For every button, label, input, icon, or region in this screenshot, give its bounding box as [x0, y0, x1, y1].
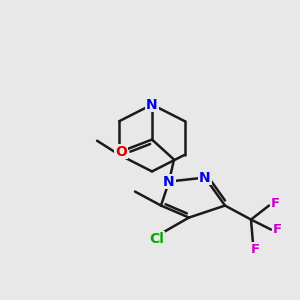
- Text: N: N: [163, 175, 175, 189]
- Text: Cl: Cl: [150, 232, 164, 246]
- Text: N: N: [199, 171, 211, 184]
- Text: F: F: [250, 243, 260, 256]
- Text: O: O: [115, 145, 127, 159]
- Text: F: F: [272, 223, 282, 236]
- Text: N: N: [146, 98, 158, 112]
- Text: F: F: [270, 197, 280, 210]
